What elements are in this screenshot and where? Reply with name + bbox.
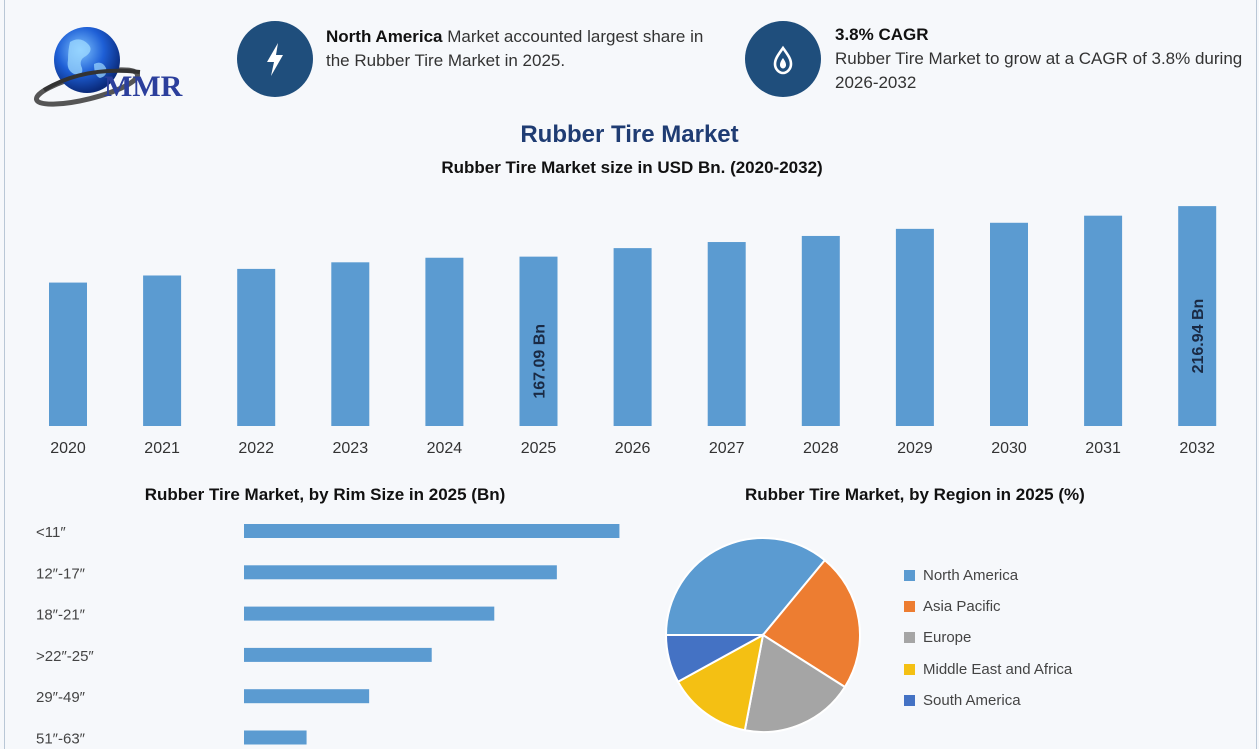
data-label-2025: 167.09 Bn [532, 324, 549, 399]
bar-2021 [143, 275, 182, 426]
legend-swatch [904, 694, 915, 706]
rim-size-bar-chart: <11″ 12″-17″ 18″-21″ >22″-25″ 29″-49″ 51″-63″ [36, 524, 620, 748]
market-size-bar-chart: 2020 2021 2022 2023 2024 2025 167.09 Bn 2026 202… [49, 206, 1217, 457]
legend-item-south-america: South America [904, 685, 1072, 716]
rim-bar-3 [244, 647, 432, 662]
x-tick-2031: 2031 [1085, 440, 1121, 457]
bar-2032 [1178, 206, 1217, 426]
info-card-cagr: 3.8% CAGR Rubber Tire Market to grow at … [835, 23, 1245, 95]
legend-swatch [904, 601, 915, 613]
cagr-description: Rubber Tire Market to grow at a CAGR of … [835, 49, 1243, 92]
lightning-badge [237, 21, 313, 97]
pie-slice-europe [743, 633, 847, 733]
rim-label-1: 12″-17″ [36, 565, 86, 582]
cagr-headline: 3.8% CAGR [835, 25, 929, 44]
rim-bar-1 [244, 565, 557, 580]
legend-label: South America [923, 691, 1021, 709]
info-card-region: North America Market accounted largest s… [326, 25, 706, 73]
region-legend: North America Asia Pacific Europe Middle Ea… [904, 560, 1072, 716]
rim-chart-title: Rubber Tire Market, by Rim Size in 2025 … [144, 485, 506, 504]
x-tick-2029: 2029 [897, 440, 933, 457]
page-title: Rubber Tire Market [520, 121, 739, 148]
info-card-region-bold: North America [326, 27, 443, 46]
x-tick-2025: 2025 [521, 440, 557, 457]
x-tick-2020: 2020 [50, 440, 86, 457]
bar-2028 [801, 235, 840, 426]
pie-slice-north-america [664, 537, 827, 636]
pie-slice-asia-pacific [761, 558, 862, 689]
legend-item-middle-east-and-africa: Middle East and Africa [904, 654, 1072, 685]
rim-bar-5 [244, 730, 307, 745]
legend-item-asia-pacific: Asia Pacific [904, 591, 1072, 622]
legend-swatch [904, 632, 915, 644]
rim-label-2: 18″-21″ [36, 607, 86, 624]
rim-bar-4 [244, 689, 370, 704]
bar-2024 [425, 257, 464, 426]
bar-2025 [519, 256, 558, 426]
lightning-icon [267, 43, 283, 76]
bar-2027 [707, 242, 746, 426]
x-tick-2027: 2027 [709, 440, 745, 457]
legend-label: Europe [923, 629, 972, 647]
region-pie-chart [664, 537, 862, 733]
logo-text: MMR [104, 70, 183, 103]
x-tick-2023: 2023 [333, 440, 369, 457]
pie-slice-middle-east-and-africa [676, 633, 765, 732]
frame-border-left [4, 0, 5, 749]
bar-2020 [49, 282, 87, 426]
bar-2022 [237, 268, 276, 426]
x-tick-2026: 2026 [615, 440, 651, 457]
legend-item-north-america: North America [904, 560, 1072, 591]
bar-2030 [990, 222, 1028, 426]
cagr-badge [745, 21, 821, 97]
bar-2031 [1084, 215, 1123, 426]
rim-label-5: 51″-63″ [36, 731, 86, 748]
x-tick-2021: 2021 [144, 440, 180, 457]
globe-icon [33, 27, 141, 107]
bar-2023 [331, 262, 370, 426]
legend-item-europe: Europe [904, 622, 1072, 653]
x-tick-2028: 2028 [803, 440, 839, 457]
bar-2029 [895, 228, 934, 426]
pie-slice-south-america [664, 634, 764, 684]
x-tick-2032: 2032 [1179, 440, 1215, 457]
x-tick-2030: 2030 [991, 440, 1027, 457]
rim-label-4: 29″-49″ [36, 689, 86, 706]
mmr-logo: MMR [32, 24, 202, 114]
rim-label-0: <11″ [36, 524, 66, 541]
legend-swatch [904, 570, 915, 582]
flame-drop-icon [773, 45, 793, 75]
rim-label-3: >22″-25″ [36, 648, 94, 665]
x-tick-2024: 2024 [427, 440, 463, 457]
rim-bar-2 [244, 606, 495, 621]
legend-swatch [904, 663, 915, 675]
legend-label: North America [923, 567, 1019, 585]
region-chart-title: Rubber Tire Market, by Region in 2025 (%… [745, 485, 1085, 504]
x-tick-2022: 2022 [238, 440, 274, 457]
legend-label: Middle East and Africa [923, 660, 1073, 678]
data-label-2032: 216.94 Bn [1190, 299, 1207, 374]
info-card-region-text: Market accounted largest share in the Ru… [326, 27, 704, 70]
bar-chart-title: Rubber Tire Market size in USD Bn. (2020… [441, 158, 823, 177]
frame-border-right [1256, 0, 1257, 749]
rim-bar-0 [244, 524, 620, 538]
bar-2026 [613, 248, 652, 426]
legend-label: Asia Pacific [923, 598, 1001, 616]
